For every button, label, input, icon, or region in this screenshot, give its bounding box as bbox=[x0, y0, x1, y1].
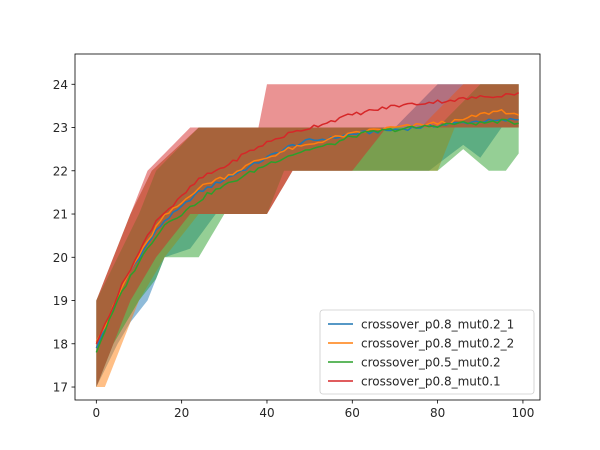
legend-label-1: crossover_p0.8_mut0.2_1 bbox=[361, 318, 514, 332]
x-tick-label: 60 bbox=[345, 406, 360, 420]
y-tick-label: 21 bbox=[53, 208, 68, 222]
plot-content bbox=[95, 84, 520, 388]
x-tick-label: 0 bbox=[93, 406, 101, 420]
axes: 0 20 40 60 80 100 17 18 19 20 21 22 23 24 bbox=[53, 53, 541, 420]
y-tick-label: 22 bbox=[53, 164, 68, 178]
legend: crossover_p0.8_mut0.2_1 crossover_p0.8_mu… bbox=[319, 309, 535, 395]
legend-label-2: crossover_p0.8_mut0.2_2 bbox=[361, 337, 514, 351]
y-tick-label: 23 bbox=[53, 121, 68, 135]
series-line-4 bbox=[95, 91, 520, 345]
y-tick-label: 18 bbox=[53, 337, 68, 351]
y-tick-label: 20 bbox=[53, 251, 68, 265]
plot-area bbox=[95, 84, 520, 388]
x-tick-label: 80 bbox=[430, 406, 445, 420]
range-band-4 bbox=[96, 84, 519, 388]
x-tick-label: 20 bbox=[174, 406, 189, 420]
legend-label-3: crossover_p0.5_mut0.2 bbox=[361, 356, 501, 370]
x-tick-label: 100 bbox=[511, 406, 534, 420]
y-tick-label: 24 bbox=[53, 78, 68, 92]
y-tick-label: 19 bbox=[53, 294, 68, 308]
axes-frame bbox=[74, 53, 541, 401]
series-line-3 bbox=[95, 118, 519, 353]
legend-box bbox=[319, 309, 535, 395]
legend-label-4: crossover_p0.8_mut0.1 bbox=[361, 375, 501, 389]
y-tick-label: 17 bbox=[53, 381, 68, 395]
x-tick-label: 40 bbox=[259, 406, 274, 420]
